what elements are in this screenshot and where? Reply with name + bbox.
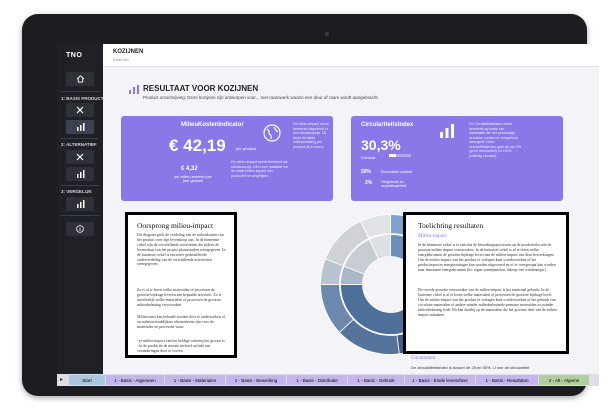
circularity-heading: Circulariteit [411, 356, 436, 361]
basis-results-button[interactable] [66, 120, 94, 134]
result-subtitle: Product omschrijving: Deze kozijnen zijn… [143, 95, 379, 100]
origin-paragraph-5: - in de productie de meeste invloed op h… [137, 344, 211, 353]
basis-tools-button[interactable] [66, 103, 94, 117]
mki-label: MilieuKostenIndicator [181, 122, 244, 128]
sidebar-section-alternatief: 2: ALTERNATIEF [61, 142, 97, 147]
sheet-tab[interactable]: 1 - Basis - Distributie [287, 375, 347, 385]
explanation-heading: Toelichting resultaten [418, 221, 484, 230]
tablet-frame: TNO 1: BASIS PRODUCT 2: ALTERNATIEF 3: V… [22, 14, 599, 396]
sheet-tab[interactable]: 1 - Basis - Gebruik [348, 375, 404, 385]
circularity-pct-1: 59% [361, 169, 372, 175]
sunburst-outer-segment[interactable] [360, 214, 391, 239]
bar-chart-icon [129, 85, 139, 94]
mki-per: per product [236, 146, 257, 151]
sidebar-divider [61, 138, 99, 139]
circularity-description: De Circulariteitsindex wordt berekend op… [469, 122, 521, 158]
screen: TNO 1: BASIS PRODUCT 2: ALTERNATIEF 3: V… [57, 44, 599, 386]
app-logo: TNO [66, 52, 83, 59]
sheet-tab[interactable]: 1 - Basis - Resultaten [476, 375, 538, 385]
explanation-paragraph-2: De tweede grootste veroorzaker van de mi… [418, 288, 558, 317]
home-icon [76, 75, 84, 83]
home-button[interactable] [66, 72, 94, 86]
sheet-tab[interactable]: 1 - Basis - Algemeen [106, 375, 164, 385]
sidebar-divider [61, 215, 99, 216]
circularity-pct-2: 2% [365, 180, 373, 186]
origin-paragraph-4: - je milieu-impact van het boldige ontwe… [137, 339, 225, 343]
circularity-bar [389, 154, 411, 157]
sidebar-section-vergelijk: 3: VERGELIJK [61, 189, 92, 194]
page-subtitle: Ketel dio [113, 57, 129, 62]
info-icon [76, 225, 84, 233]
origin-paragraph-1: Dit diagram geeft de verdeling van de mi… [137, 233, 226, 267]
mki-card: MilieuKostenIndicator € 42,19 per produc… [121, 116, 333, 201]
sidebar-divider [61, 91, 99, 92]
explanation-paragraph-1: In de binnenste cirkel is te zien dat de… [418, 243, 556, 272]
circularity-text: De circulariteitsindex is tussen de 25 e… [411, 365, 530, 370]
bar-chart-icon [76, 200, 84, 208]
bar-chart-icon [76, 170, 84, 178]
sheet-tab[interactable]: 2 - Alt - Algeme [539, 375, 589, 385]
bar-chart-icon [76, 123, 84, 131]
sheet-tab[interactable]: 1 - Basis - Materialen [165, 375, 225, 385]
mki-small-value: € 4,32 [181, 166, 198, 172]
mki-description-2: De milieu-impact wordt berekend als scha… [231, 160, 288, 178]
circularity-label: CirculariteitsIndex [361, 122, 414, 128]
top-bar: KOZIJNEN Ketel dio [103, 44, 599, 67]
circularity-bar-fill [389, 154, 396, 157]
mki-value: € 42,19 [169, 136, 226, 155]
circularity-card: CirculariteitsIndex 30,3% Circulair 59% … [351, 116, 563, 201]
tools-icon [76, 106, 84, 114]
sheet-tab[interactable]: 1 - Basis - Bewerking [226, 375, 286, 385]
sheet-tab-bar: ▸ Start 1 - Basis - Algemeen 1 - Basis - M… [57, 374, 599, 386]
circularity-caption: Circulair [361, 155, 376, 160]
info-button[interactable] [66, 222, 94, 236]
origin-heading: Oorsprong milieu-impact [137, 221, 214, 230]
sheet-tab[interactable]: 1 - Basis - Einde levensfase [405, 375, 475, 385]
bar-chart-icon [440, 124, 454, 138]
circularity-value: 30,3% [361, 137, 401, 153]
page-title: KOZIJNEN [113, 49, 144, 55]
alternatief-results-button[interactable] [66, 167, 94, 181]
sheet-tab[interactable]: Start [69, 375, 105, 385]
origin-paragraph-2: Zo is af te lezen welke materialen of pr… [137, 288, 222, 307]
results-explanation-panel: Toelichting resultaten Milieu-impact In … [403, 212, 569, 354]
sidebar-divider [61, 185, 99, 186]
origin-impact-panel: Oorsprong milieu-impact Dit diagram geef… [125, 212, 237, 358]
sidebar-section-basis-product: 1: BASIS PRODUCT [61, 96, 104, 101]
circularity-lbl-1: Secundaire content [381, 170, 412, 174]
circularity-lbl-2: Hergebruik en recyclebaarheid [381, 180, 407, 188]
tab-scroll-icon[interactable]: ▸ [60, 377, 64, 383]
globe-icon [263, 124, 281, 142]
camera-dot [325, 32, 329, 36]
main-content: KOZIJNEN Ketel dio RESULTAAT VOOR KOZIJN… [103, 44, 599, 374]
explanation-subheading: Milieu-impact [418, 234, 447, 239]
origin-paragraph-3: Milieuwinst kan behaald worden door te o… [137, 315, 226, 329]
sidebar: TNO 1: BASIS PRODUCT 2: ALTERNATIEF 3: V… [57, 44, 104, 374]
tools-icon [76, 153, 84, 161]
sunburst-inner-segment[interactable] [368, 234, 391, 260]
vergelijk-results-button[interactable] [66, 197, 94, 211]
alternatief-tools-button[interactable] [66, 150, 94, 164]
mki-small-caption: per milieu-eenheid per jaar gebruik [174, 175, 212, 184]
mki-description: De milieu-impact wordt berekend uitgedru… [293, 122, 329, 149]
result-title: RESULTAAT VOOR KOZIJNEN [143, 84, 259, 93]
